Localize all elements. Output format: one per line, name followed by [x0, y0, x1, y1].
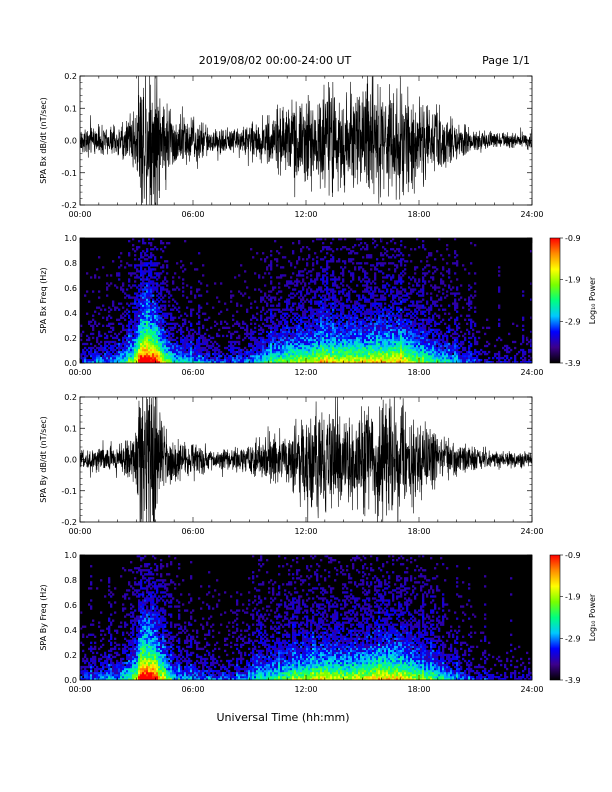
trace-line	[80, 397, 532, 522]
colorbar	[549, 554, 561, 681]
y-tick-label: 0.4	[64, 309, 77, 318]
x-tick-label: 18:00	[407, 527, 430, 536]
colorbar-tick-label: -2.9	[565, 634, 581, 643]
colorbar-tick-label: -0.9	[565, 234, 581, 243]
y-tick-label: -0.1	[61, 169, 77, 178]
y-tick-label: 0.8	[64, 576, 77, 585]
y-tick-label: 0.1	[64, 424, 77, 433]
y-tick-label: 0.2	[64, 334, 77, 343]
colorbar-label: Log₁₀ Power	[588, 276, 597, 324]
y-tick-label: 1.0	[64, 234, 77, 243]
panel-4: -0.9 -1.9 -2.9 -3.9 Log₁₀ Power 1.0 0.8 0.6 0.4 0…	[39, 551, 597, 694]
x-tick-label: 24:00	[520, 210, 543, 219]
x-tick-label: 12:00	[294, 368, 317, 377]
y-tick-label: 0.6	[64, 601, 77, 610]
page-number: Page 1/1	[482, 54, 530, 67]
colorbar-tick-label: -1.9	[565, 276, 581, 285]
y-tick-label: 0.0	[64, 359, 77, 368]
x-tick-label: 24:00	[520, 368, 543, 377]
colorbar-tick-label: -3.9	[565, 359, 581, 368]
x-tick-label: 00:00	[68, 368, 91, 377]
x-tick-label: 24:00	[520, 685, 543, 694]
page-title: 2019/08/02 00:00-24:00 UT	[199, 54, 352, 67]
x-tick-label: 12:00	[294, 685, 317, 694]
colorbar-tick-label: -1.9	[565, 593, 581, 602]
y-tick-label: 0.8	[64, 259, 77, 268]
spectrogram-cells	[80, 555, 532, 680]
y-tick-label: 0.0	[64, 456, 77, 465]
colorbar	[549, 237, 561, 364]
x-axis-label: Universal Time (hh:mm)	[217, 711, 350, 724]
y-tick-label: -0.2	[61, 518, 77, 527]
x-tick-label: 06:00	[181, 210, 204, 219]
y-tick-label: 0.2	[64, 651, 77, 660]
colorbar-tick-label: -2.9	[565, 317, 581, 326]
y-tick-label: 1.0	[64, 551, 77, 560]
x-tick-label: 18:00	[407, 210, 430, 219]
colorbar-label: Log₁₀ Power	[588, 593, 597, 641]
x-tick-label: 12:00	[294, 210, 317, 219]
y-tick-label: 0.0	[64, 137, 77, 146]
x-tick-label: 12:00	[294, 527, 317, 536]
x-tick-label: 06:00	[181, 527, 204, 536]
x-tick-label: 06:00	[181, 368, 204, 377]
x-tick-label: 00:00	[68, 210, 91, 219]
y-axis-label: SPA By dB/dt (nT/sec)	[39, 416, 48, 503]
x-tick-label: 24:00	[520, 527, 543, 536]
y-tick-label: -0.1	[61, 487, 77, 496]
panel-3: 0.2 0.1 0.0 -0.1 -0.200:00 06:00 12:00 18:00 24:…	[39, 393, 544, 536]
y-tick-label: 0.0	[64, 676, 77, 685]
x-tick-label: 06:00	[181, 685, 204, 694]
trace-line	[80, 76, 532, 205]
y-tick-label: 0.1	[64, 104, 77, 113]
y-axis-label: SPA Bx dB/dt (nT/sec)	[39, 97, 48, 184]
x-tick-label: 00:00	[68, 527, 91, 536]
y-tick-label: 0.2	[64, 72, 77, 81]
y-tick-label: -0.2	[61, 201, 77, 210]
x-tick-label: 00:00	[68, 685, 91, 694]
colorbar-tick-label: -3.9	[565, 676, 581, 685]
spectrogram-cells	[80, 238, 532, 363]
y-tick-label: 0.4	[64, 626, 77, 635]
y-tick-label: 0.6	[64, 284, 77, 293]
panel-1: 0.2 0.1 0.0 -0.1 -0.200:00 06:00 12:00 18:00 24:…	[39, 72, 544, 219]
x-tick-label: 18:00	[407, 685, 430, 694]
panel-2: -0.9 -1.9 -2.9 -3.9 Log₁₀ Power 1.0 0.8 0.6 0.4 0…	[39, 234, 597, 377]
x-tick-label: 18:00	[407, 368, 430, 377]
y-axis-label: SPA Bx Freq (Hz)	[39, 267, 48, 333]
colorbar-tick-label: -0.9	[565, 551, 581, 560]
y-tick-label: 0.2	[64, 393, 77, 402]
y-axis-label: SPA By Freq (Hz)	[39, 584, 48, 650]
